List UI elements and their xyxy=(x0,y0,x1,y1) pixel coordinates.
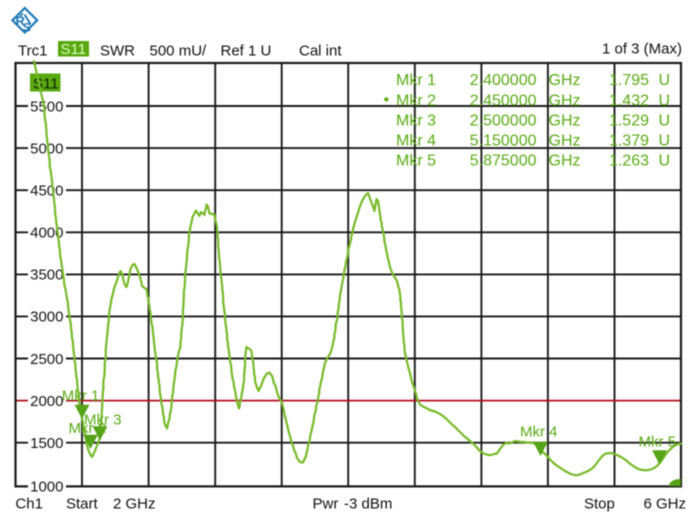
svg-text:Mkr 4: Mkr 4 xyxy=(520,424,558,441)
svg-text:6 GHz: 6 GHz xyxy=(644,496,687,513)
svg-text:•: • xyxy=(384,91,390,108)
svg-text:Mkr 3: Mkr 3 xyxy=(396,112,436,129)
svg-text:2.400000: 2.400000 xyxy=(470,72,537,89)
svg-text:2 GHz: 2 GHz xyxy=(113,496,156,513)
svg-text:2.450000: 2.450000 xyxy=(470,92,537,109)
svg-text:3000: 3000 xyxy=(30,309,63,326)
svg-text:Mkr 1: Mkr 1 xyxy=(396,72,436,89)
svg-text:2000: 2000 xyxy=(30,393,63,410)
svg-text:Ch1: Ch1 xyxy=(15,496,43,513)
svg-text:Mkr 5: Mkr 5 xyxy=(396,153,436,170)
svg-text:1 of 3 (Max): 1 of 3 (Max) xyxy=(602,41,682,58)
svg-text:GHz: GHz xyxy=(549,133,581,150)
svg-text:2.500000: 2.500000 xyxy=(470,112,537,129)
svg-text:1500: 1500 xyxy=(30,435,63,452)
svg-text:S11: S11 xyxy=(61,41,87,58)
svg-text:1.432: 1.432 xyxy=(609,92,649,109)
svg-text:Cal int: Cal int xyxy=(299,43,342,60)
svg-text:Mkr 3: Mkr 3 xyxy=(84,412,122,429)
svg-text:4500: 4500 xyxy=(30,183,63,200)
svg-text:5.875000: 5.875000 xyxy=(470,153,537,170)
svg-text:R: R xyxy=(16,14,26,29)
svg-text:Pwr: Pwr xyxy=(313,496,339,513)
svg-text:5500: 5500 xyxy=(30,98,63,115)
svg-text:SWR: SWR xyxy=(100,43,135,60)
svg-text:U: U xyxy=(659,133,671,150)
svg-text:U: U xyxy=(659,112,671,129)
svg-text:1.379: 1.379 xyxy=(609,133,649,150)
svg-text:Mkr 2: Mkr 2 xyxy=(396,92,436,109)
svg-text:3500: 3500 xyxy=(30,267,63,284)
svg-text:GHz: GHz xyxy=(549,153,581,170)
svg-text:Stop: Stop xyxy=(584,496,615,513)
svg-text:1000: 1000 xyxy=(30,479,63,496)
svg-text:Mkr 5: Mkr 5 xyxy=(639,434,677,451)
svg-text:5000: 5000 xyxy=(30,140,63,157)
svg-text:Mkr 1: Mkr 1 xyxy=(62,387,100,404)
svg-text:5.150000: 5.150000 xyxy=(470,133,537,150)
svg-text:-3 dBm: -3 dBm xyxy=(344,496,392,513)
svg-text:Mkr 4: Mkr 4 xyxy=(396,133,436,150)
svg-text:Ref 1 U: Ref 1 U xyxy=(221,43,272,60)
svg-text:500 mU/: 500 mU/ xyxy=(150,43,208,60)
svg-text:4000: 4000 xyxy=(30,225,63,242)
svg-text:GHz: GHz xyxy=(549,72,581,89)
svg-text:U: U xyxy=(659,153,671,170)
svg-text:Start: Start xyxy=(66,496,99,513)
svg-text:1.529: 1.529 xyxy=(609,112,649,129)
svg-text:1.263: 1.263 xyxy=(609,153,649,170)
svg-text:S: S xyxy=(23,21,31,35)
svg-text:GHz: GHz xyxy=(549,92,581,109)
svg-text:U: U xyxy=(659,72,671,89)
svg-text:Trc1: Trc1 xyxy=(18,43,47,60)
svg-text:1.795: 1.795 xyxy=(609,72,649,89)
svg-text:U: U xyxy=(659,92,671,109)
svg-text:GHz: GHz xyxy=(549,112,581,129)
svg-text:2500: 2500 xyxy=(30,351,63,368)
svg-text:Mkr 2: Mkr 2 xyxy=(69,420,107,437)
